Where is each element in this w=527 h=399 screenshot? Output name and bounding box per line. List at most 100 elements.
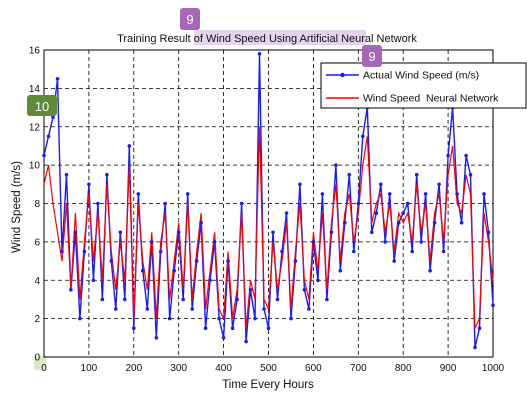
legend: Actual Wind Speed (m/s) Wind Speed Neura… bbox=[320, 62, 527, 109]
badge-title-label: 9 bbox=[186, 12, 193, 27]
data-point-actual bbox=[96, 201, 100, 206]
data-point-actual bbox=[370, 230, 374, 235]
data-point-actual bbox=[401, 211, 406, 215]
data-point-actual bbox=[320, 192, 325, 196]
y-tick-label: 10 bbox=[29, 161, 41, 172]
data-point-actual bbox=[60, 249, 64, 254]
data-point-actual bbox=[482, 192, 486, 196]
badge-legend-label: 9 bbox=[368, 49, 375, 64]
data-point-actual bbox=[284, 211, 289, 215]
data-point-actual bbox=[82, 249, 87, 254]
data-point-actual bbox=[199, 220, 203, 225]
data-point-actual bbox=[405, 201, 410, 206]
data-point-actual bbox=[289, 316, 293, 321]
data-point-actual bbox=[123, 297, 127, 302]
data-point-actual bbox=[100, 297, 105, 302]
series-line-ann bbox=[43, 126, 494, 329]
data-point-actual bbox=[361, 134, 365, 139]
data-point-actual bbox=[127, 144, 132, 148]
data-point-actual bbox=[78, 316, 82, 321]
y-tick-label: 16 bbox=[29, 46, 41, 57]
x-tick-label: 400 bbox=[215, 363, 232, 374]
data-point-actual bbox=[217, 316, 221, 321]
data-point-actual bbox=[468, 172, 473, 177]
data-point-actual bbox=[455, 192, 459, 196]
data-point-actual bbox=[253, 316, 257, 321]
badge-title-bg bbox=[180, 8, 200, 30]
y-tick-label: 8 bbox=[34, 199, 40, 210]
data-point-actual bbox=[150, 240, 154, 244]
tick-zero-highlight bbox=[34, 356, 46, 370]
x-tick-label: 500 bbox=[260, 363, 277, 374]
data-point-actual bbox=[486, 230, 491, 235]
data-point-actual bbox=[42, 153, 46, 158]
data-point-actual bbox=[132, 326, 136, 331]
data-point-actual bbox=[114, 307, 118, 311]
y-axis-ticks: 0 2 4 6 8 10 12 14 16 bbox=[29, 46, 41, 364]
x-tick-label: 0 bbox=[41, 363, 47, 374]
data-point-actual bbox=[343, 220, 347, 225]
x-tick-label: 100 bbox=[81, 363, 98, 374]
data-point-actual bbox=[356, 201, 361, 206]
data-point-actual bbox=[158, 249, 163, 254]
data-point-actual bbox=[334, 163, 338, 167]
x-axis-label: Time Every Hours bbox=[222, 379, 314, 391]
x-tick-label: 600 bbox=[305, 363, 322, 374]
data-point-actual bbox=[428, 268, 432, 273]
x-tick-label: 1000 bbox=[482, 363, 505, 374]
data-point-actual bbox=[275, 297, 280, 302]
data-point-actual bbox=[414, 172, 419, 177]
data-point-actual bbox=[221, 336, 226, 340]
data-point-actual bbox=[307, 307, 311, 311]
y-tick-label: 2 bbox=[34, 314, 40, 325]
data-point-actual bbox=[266, 326, 271, 331]
badge-axis: 10 bbox=[27, 95, 57, 116]
data-point-actual bbox=[51, 115, 55, 119]
badge-axis-bg bbox=[27, 95, 57, 116]
data-point-actual bbox=[491, 303, 495, 308]
data-point-actual bbox=[244, 339, 248, 344]
data-point-actual bbox=[316, 278, 320, 283]
legend-marker-actual bbox=[340, 72, 345, 78]
data-point-actual bbox=[347, 172, 352, 177]
data-point-actual bbox=[410, 249, 415, 254]
data-point-actual bbox=[172, 268, 176, 273]
data-point-actual bbox=[87, 182, 91, 187]
data-point-actual bbox=[325, 297, 329, 302]
data-point-actual bbox=[459, 220, 464, 225]
chart-title: Training Result of Wind Speed Using Arti… bbox=[117, 33, 417, 45]
data-point-actual bbox=[181, 297, 185, 302]
data-point-actual bbox=[374, 211, 379, 215]
x-tick-label: 700 bbox=[350, 363, 367, 374]
data-point-actual bbox=[262, 307, 266, 311]
data-point-actual bbox=[109, 259, 114, 263]
data-point-actual bbox=[203, 326, 208, 331]
data-point-actual bbox=[73, 230, 78, 235]
data-point-actual bbox=[437, 182, 441, 187]
series-layer bbox=[42, 52, 495, 350]
legend-label-actual: Actual Wind Speed (m/s) bbox=[363, 70, 479, 82]
data-point-actual bbox=[257, 52, 262, 56]
data-point-actual bbox=[338, 268, 343, 273]
x-tick-label: 900 bbox=[440, 363, 457, 374]
data-point-actual bbox=[248, 288, 253, 292]
title-highlight bbox=[194, 30, 366, 45]
data-point-actual bbox=[190, 307, 194, 311]
data-point-actual bbox=[329, 230, 334, 235]
data-point-actual bbox=[392, 259, 397, 263]
y-tick-label: 0 bbox=[34, 353, 40, 364]
data-point-actual bbox=[302, 288, 307, 292]
data-point-actual bbox=[432, 220, 437, 225]
data-point-actual bbox=[396, 220, 401, 225]
data-point-actual bbox=[464, 153, 468, 158]
data-point-actual bbox=[235, 297, 239, 302]
x-tick-label: 300 bbox=[170, 363, 187, 374]
legend-label-ann: Wind Speed Neural Network bbox=[363, 93, 499, 105]
data-point-actual bbox=[176, 230, 181, 235]
data-point-actual bbox=[280, 249, 284, 254]
x-axis-ticks: 0 100 200 300 400 500 600 700 800 900 1000 bbox=[41, 363, 504, 374]
data-point-actual bbox=[46, 134, 51, 139]
data-point-actual bbox=[293, 259, 298, 263]
data-point-actual bbox=[230, 326, 235, 331]
data-point-actual bbox=[379, 182, 383, 187]
